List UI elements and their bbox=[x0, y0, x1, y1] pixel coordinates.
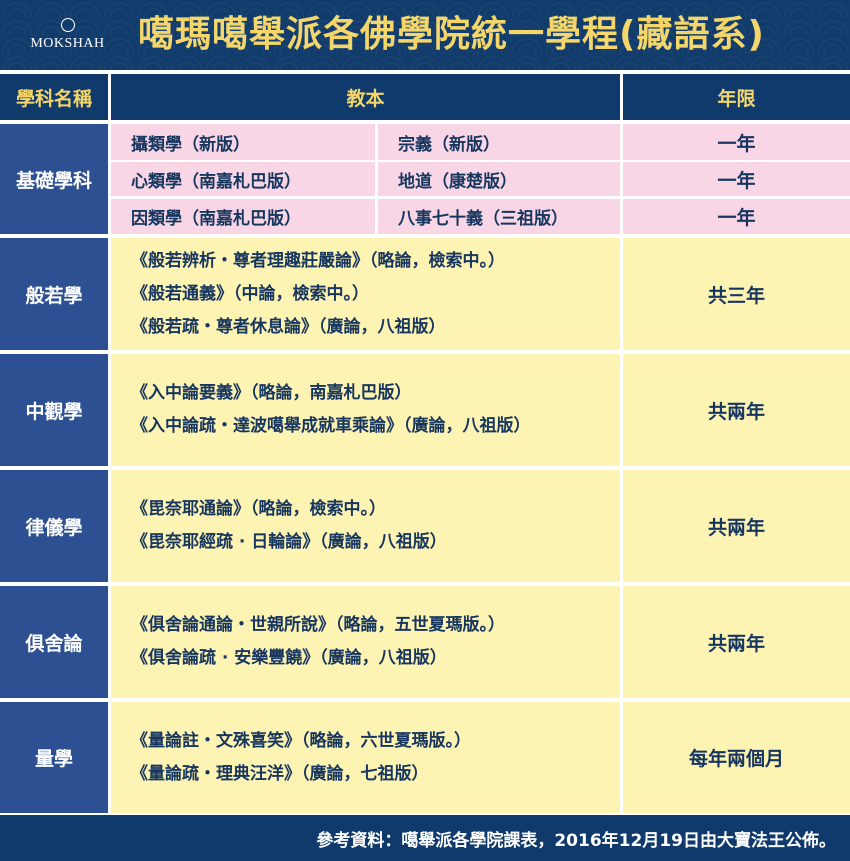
basic-duration: 一年 bbox=[623, 162, 850, 196]
textbook-line: 《般若疏・尊者休息論》（廣論，八祖版） bbox=[131, 316, 446, 337]
duration-cell: 共兩年 bbox=[623, 470, 850, 582]
footer-source: 參考資料：噶舉派各學院課表，2016年12月19日由大寶法王公佈。 bbox=[0, 815, 850, 861]
duration-cell: 每年兩個月 bbox=[623, 702, 850, 813]
basic-textbook: 八事七十義（三祖版） bbox=[378, 199, 620, 234]
textbook-line: 《入中論疏・達波噶舉成就車乘論》（廣論，八祖版） bbox=[131, 416, 531, 436]
duration-cell: 共兩年 bbox=[623, 586, 850, 698]
textbook-line: 《俱舍論通論・世親所說》（略論，五世夏瑪版。） bbox=[131, 615, 505, 635]
logo: MOKSHAH bbox=[20, 18, 115, 58]
basic-textbook: 因類學（南嘉札巴版） bbox=[111, 199, 375, 234]
basic-textbook: 攝類學（新版） bbox=[111, 124, 375, 160]
subject-name: 俱舍論 bbox=[0, 586, 108, 698]
textbook-line: 《量論註・文殊喜笑》（略論，六世夏瑪版。） bbox=[131, 730, 471, 751]
textbook-line: 《毘奈耶經疏 · 日輪論》（廣論，八祖版） bbox=[131, 532, 447, 552]
textbook-cell: 《量論註・文殊喜笑》（略論，六世夏瑪版。） 《量論疏・理典汪洋》（廣論，七祖版） bbox=[111, 702, 620, 813]
basic-textbook: 地道（康楚版） bbox=[378, 162, 620, 196]
textbook-line: 《毘奈耶通論》（略論，檢索中。） bbox=[131, 499, 386, 519]
textbook-line: 《般若辨析・尊者理趣莊嚴論》（略論，檢索中。） bbox=[131, 250, 505, 271]
textbook-line: 《量論疏・理典汪洋》（廣論，七祖版） bbox=[131, 763, 429, 784]
textbook-cell: 《俱舍論通論・世親所說》（略論，五世夏瑪版。） 《俱舍論疏 · 安樂豐饒》（廣論，… bbox=[111, 586, 620, 698]
textbook-line: 《入中論要義》（略論，南嘉札巴版） bbox=[131, 383, 412, 403]
basic-textbook: 宗義（新版） bbox=[378, 124, 620, 160]
basic-duration: 一年 bbox=[623, 199, 850, 234]
header-textbooks: 教本 bbox=[111, 74, 620, 120]
page-title: 噶瑪噶舉派各佛學院統一學程(藏語系) bbox=[138, 14, 765, 55]
subject-name: 中觀學 bbox=[0, 354, 108, 466]
basic-textbook: 心類學（南嘉札巴版） bbox=[111, 162, 375, 196]
textbook-cell: 《般若辨析・尊者理趣莊嚴論》（略論，檢索中。） 《般若通義》（中論，檢索中。） 《般… bbox=[111, 238, 620, 350]
subject-name: 般若學 bbox=[0, 238, 108, 350]
header-subject: 學科名稱 bbox=[0, 74, 108, 120]
subject-basic: 基礎學科 bbox=[0, 124, 108, 234]
duration-cell: 共兩年 bbox=[623, 354, 850, 466]
textbook-cell: 《毘奈耶通論》（略論，檢索中。） 《毘奈耶經疏 · 日輪論》（廣論，八祖版） bbox=[111, 470, 620, 582]
subject-name: 律儀學 bbox=[0, 470, 108, 582]
duration-cell: 共三年 bbox=[623, 238, 850, 350]
textbook-line: 《般若通義》（中論，檢索中。） bbox=[131, 283, 369, 304]
logo-icon bbox=[60, 18, 75, 32]
basic-duration: 一年 bbox=[623, 124, 850, 160]
logo-text: MOKSHAH bbox=[30, 36, 105, 51]
textbook-line: 《俱舍論疏 · 安樂豐饒》（廣論，八祖版） bbox=[131, 648, 447, 668]
title-banner bbox=[0, 0, 850, 70]
subject-name: 量學 bbox=[0, 702, 108, 813]
header-duration: 年限 bbox=[623, 74, 850, 120]
textbook-cell: 《入中論要義》（略論，南嘉札巴版） 《入中論疏・達波噶舉成就車乘論》（廣論，八祖版… bbox=[111, 354, 620, 466]
